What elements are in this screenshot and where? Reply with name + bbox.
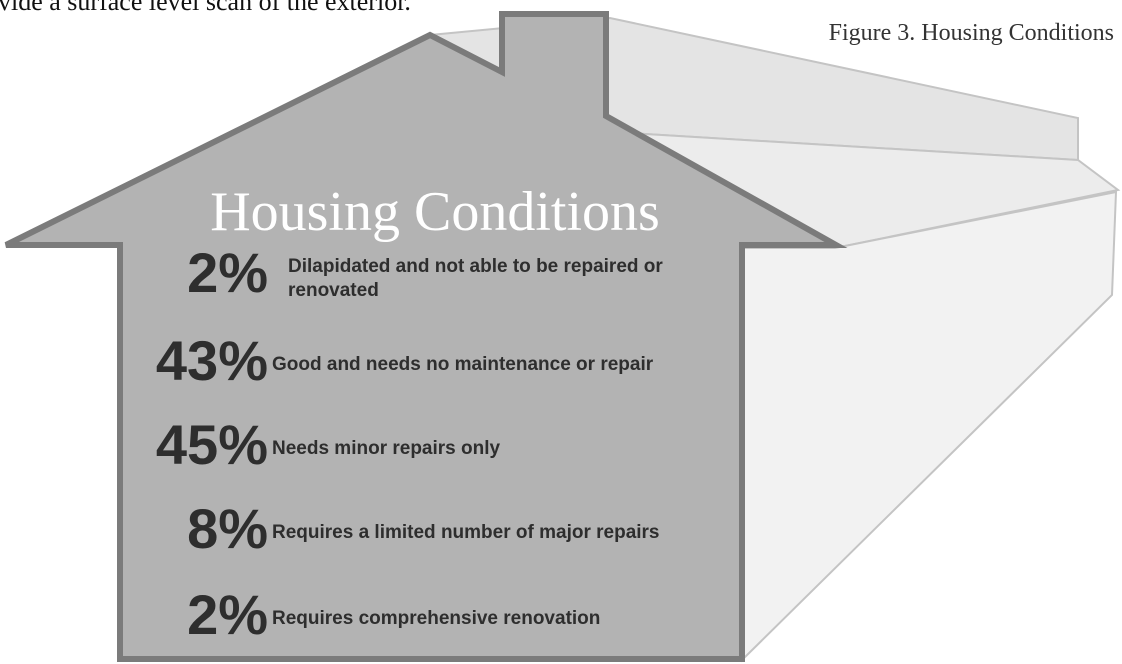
intro-text: vide a surface level scan of the exterio… <box>0 0 411 16</box>
percent: 2% <box>187 241 268 304</box>
infographic-title: Housing Conditions <box>210 181 660 243</box>
label: Requires comprehensive renovation <box>272 608 600 629</box>
percent: 2% <box>187 583 268 646</box>
percent: 45% <box>156 413 268 476</box>
page: vide a surface level scan of the exterio… <box>0 0 1122 664</box>
label: renovated <box>288 280 379 301</box>
percent: 43% <box>156 329 268 392</box>
figure-caption: Figure 3. Housing Conditions <box>829 20 1114 46</box>
label: Good and needs no maintenance or repair <box>272 354 654 375</box>
label: Dilapidated and not able to be repaired … <box>288 256 663 277</box>
label: Requires a limited number of major repai… <box>272 522 660 543</box>
label: Needs minor repairs only <box>272 438 501 459</box>
wall-side <box>742 192 1116 660</box>
percent: 8% <box>187 497 268 560</box>
infographic: vide a surface level scan of the exterio… <box>0 0 1122 664</box>
